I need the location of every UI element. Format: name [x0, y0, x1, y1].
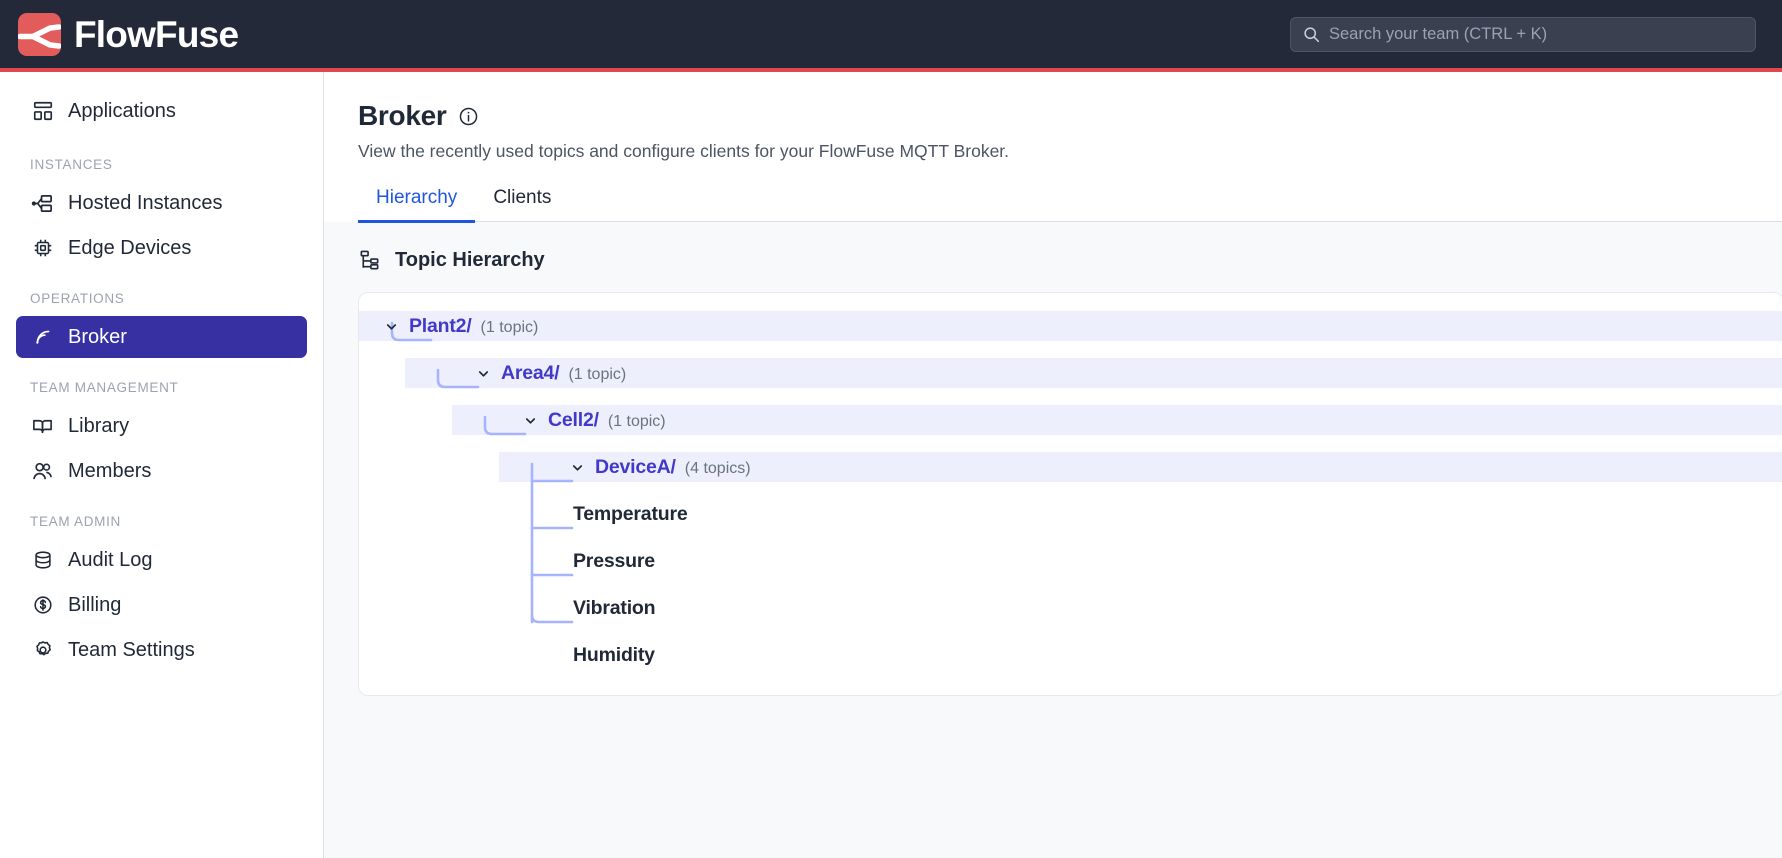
sidebar-item-library[interactable]: Library [16, 405, 307, 447]
tree-leaf-name: Vibration [573, 596, 656, 619]
page-title: Broker [358, 100, 447, 131]
sidebar-item-team-settings[interactable]: Team Settings [16, 629, 307, 671]
tree-row[interactable]: Vibration [359, 593, 1782, 623]
search-icon [1303, 26, 1320, 43]
sidebar-section-instances: INSTANCES [30, 157, 113, 172]
body: Applications INSTANCES Hosted Instances [0, 72, 1782, 858]
library-icon [30, 414, 55, 439]
title-row: Broker [358, 100, 1782, 132]
tree-connectors [359, 293, 779, 683]
sidebar-item-label: Broker [68, 325, 127, 348]
section-header: Topic Hierarchy [358, 248, 1782, 272]
tree-node-name: Cell2/ [548, 408, 599, 431]
tree-container: Plant2/ (1 topic) Area4/ (1 t [359, 293, 1782, 670]
hosted-instances-icon [30, 191, 55, 216]
search-box[interactable] [1290, 16, 1756, 52]
tree-node-count: (1 topic) [607, 412, 666, 430]
sidebar-item-label: Hosted Instances [68, 191, 223, 214]
tree-node-name: Plant2/ [409, 314, 472, 337]
top-header: FlowFuse [0, 0, 1782, 72]
chevron-down-icon[interactable] [521, 411, 539, 429]
sidebar-item-applications[interactable]: Applications [16, 90, 307, 132]
info-icon[interactable] [458, 105, 480, 127]
brand[interactable]: FlowFuse [18, 12, 239, 56]
tree-leaf[interactable]: Temperature [573, 502, 688, 526]
tree-row[interactable]: Area4/ (1 topic) [405, 358, 1782, 388]
chevron-down-icon[interactable] [474, 364, 492, 382]
tree-leaf-name: Humidity [573, 643, 655, 666]
tree-row[interactable]: Plant2/ (1 topic) [359, 311, 1782, 341]
sidebar-item-label: Edge Devices [68, 236, 192, 259]
tree-row[interactable]: Humidity [359, 640, 1782, 670]
tree-node[interactable]: DeviceA/ (4 topics) [568, 456, 751, 479]
tree-node-count: (4 topics) [684, 459, 751, 477]
tree-node-name: Area4/ [501, 361, 560, 384]
tree-node[interactable]: Area4/ (1 topic) [474, 362, 626, 385]
team-settings-icon [30, 638, 55, 663]
tree-row[interactable]: Cell2/ (1 topic) [452, 405, 1782, 435]
sidebar-item-members[interactable]: Members [16, 450, 307, 492]
sidebar-item-audit-log[interactable]: Audit Log [16, 539, 307, 581]
sidebar-item-broker[interactable]: Broker [16, 316, 307, 358]
chevron-down-icon[interactable] [568, 458, 586, 476]
main-content: Broker View the recently used topics and… [324, 72, 1782, 858]
tree-row[interactable]: Pressure [359, 546, 1782, 576]
sidebar: Applications INSTANCES Hosted Instances [0, 72, 324, 858]
tab-hierarchy[interactable]: Hierarchy [358, 187, 476, 223]
page-subtitle: View the recently used topics and config… [358, 141, 1010, 161]
tree-leaf-name: Temperature [573, 502, 688, 525]
billing-icon [30, 593, 55, 618]
page-header: Broker View the recently used topics and… [324, 72, 1782, 223]
sidebar-item-label: Applications [68, 99, 176, 122]
audit-log-icon [30, 548, 55, 573]
edge-devices-icon [30, 236, 55, 261]
applications-icon [30, 99, 55, 124]
tree-leaf[interactable]: Humidity [573, 644, 655, 667]
tree-node[interactable]: Cell2/ (1 topic) [521, 409, 666, 432]
sidebar-item-label: Billing [68, 593, 122, 616]
content-area: Topic Hierarchy [324, 222, 1782, 858]
tab-clients[interactable]: Clients [493, 187, 552, 208]
sidebar-item-hosted-instances[interactable]: Hosted Instances [16, 182, 307, 224]
search-input[interactable] [1329, 24, 1743, 44]
tab-bar: Hierarchy Clients [358, 186, 1782, 223]
sidebar-item-edge-devices[interactable]: Edge Devices [16, 227, 307, 269]
sidebar-item-label: Library [68, 414, 130, 437]
topic-hierarchy-card: Plant2/ (1 topic) Area4/ (1 t [358, 292, 1782, 696]
tree-leaf[interactable]: Pressure [573, 550, 655, 573]
tree-leaf-name: Pressure [573, 549, 655, 572]
members-icon [30, 459, 55, 484]
hierarchy-icon [358, 248, 382, 272]
tree-row[interactable]: Temperature [359, 499, 1782, 529]
sidebar-section-team-management: TEAM MANAGEMENT [30, 380, 179, 395]
sidebar-item-billing[interactable]: Billing [16, 584, 307, 626]
sidebar-item-label: Members [68, 459, 152, 482]
broker-icon [30, 325, 55, 350]
brand-name: FlowFuse [74, 13, 239, 55]
chevron-down-icon[interactable] [382, 317, 400, 335]
tree-node-count: (1 topic) [480, 318, 539, 336]
tree-node-name: DeviceA/ [595, 455, 676, 478]
flowfuse-logo-icon [18, 12, 61, 56]
tree-node-count: (1 topic) [568, 365, 627, 383]
tree-leaf[interactable]: Vibration [573, 596, 656, 620]
sidebar-section-team-admin: TEAM ADMIN [30, 514, 122, 529]
section-title: Topic Hierarchy [395, 248, 545, 271]
tree-row[interactable]: DeviceA/ (4 topics) [499, 452, 1782, 482]
sidebar-item-label: Team Settings [68, 638, 195, 661]
tree-node[interactable]: Plant2/ (1 topic) [382, 315, 538, 338]
sidebar-section-operations: OPERATIONS [30, 291, 125, 306]
sidebar-item-label: Audit Log [68, 548, 153, 571]
